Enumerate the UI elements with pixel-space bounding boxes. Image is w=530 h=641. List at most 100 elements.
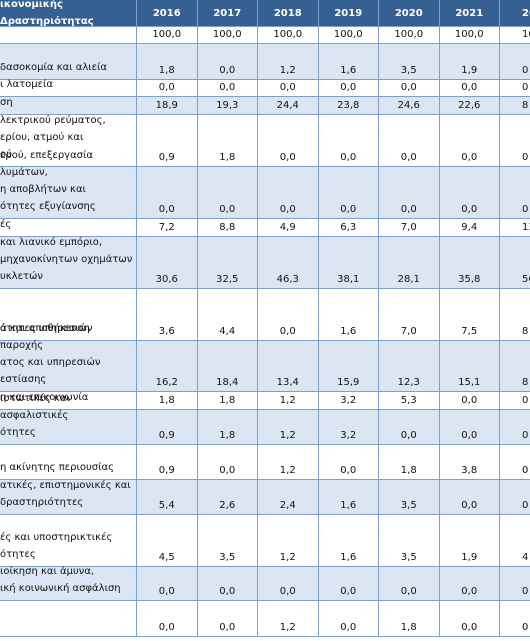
value-cell: 24,6 (379, 97, 440, 114)
value-cell: 10 (522, 29, 530, 40)
value-cell: 0,0 (319, 601, 379, 636)
value-cell: 0,0 (440, 601, 500, 636)
value-cell: 3,5 (198, 515, 258, 566)
value-cell: 7,2 (137, 219, 198, 236)
value-cell: 13,4 (258, 341, 319, 391)
table-row: ές7,28,84,96,37,09,4 13 (0, 219, 530, 237)
value-cell: 4 (522, 552, 529, 563)
header-cell: ικονομικής Δραστηριότητας (0, 0, 137, 27)
row-label: ι λατομεία (0, 79, 137, 96)
header-cell: 2020 (379, 0, 440, 26)
value-cell: 3,5 (379, 515, 440, 566)
row-label: ατικές, επιστημονικές και δραστηριότητες (0, 480, 137, 514)
value-cell: 0,0 (319, 167, 379, 218)
value-cell: 0,0 (198, 601, 258, 636)
value-cell: 3,2 (319, 410, 379, 444)
value-cell: 32,5 (198, 237, 258, 288)
value-cell: 3,5 (379, 44, 440, 79)
value-cell: 0,0 (440, 410, 500, 444)
value-cell: 0,0 (319, 445, 379, 479)
value-cell: 0,0 (258, 567, 319, 600)
row-label: και λιανικό εμπόριο, μηχανοκίνητων οχημά… (0, 237, 137, 288)
value-cell: 7,0 (379, 219, 440, 236)
table-row: ερού, επεξεργασία λυμάτων, η αποβλήτων κ… (0, 150, 530, 219)
value-cell: 7,0 (379, 289, 440, 340)
value-cell: 30,6 (137, 237, 198, 288)
value-cell: 3,5 (379, 480, 440, 514)
value-cell: 0,0 (379, 410, 440, 444)
value-cell: 1,6 (319, 480, 379, 514)
row-label: ιστωτικές και ασφαλιστικές ότητες (0, 393, 137, 444)
row-label: ση (0, 97, 137, 114)
value-cell: 5,3 (379, 392, 440, 409)
value-cell: 7,5 (440, 289, 500, 340)
value-cell: 1,6 (319, 515, 379, 566)
table-row: δασοκομία και αλιεία 1,8 0,0 1,2 1,6 3,5 1,9 0 (0, 44, 530, 80)
value-cell: 0,0 (258, 80, 319, 96)
value-cell: 22,6 (440, 97, 500, 114)
value-cell: 9,4 (440, 219, 500, 236)
value-cell: 0,0 (137, 167, 198, 218)
value-cell: 0,0 (258, 167, 319, 218)
row-label: ότητες υπηρεσιών παροχής ατος και υπηρεσ… (0, 323, 137, 391)
header-row: ικονομικής Δραστηριότητας 2016 2017 2018 201… (0, 0, 530, 27)
value-cell: 0,9 (137, 115, 198, 166)
value-cell: 8,8 (198, 219, 258, 236)
table-row: λεκτρικού ρεύματος, ερίου, ατμού και ού 0… (0, 115, 530, 167)
value-cell: 0,0 (198, 80, 258, 96)
value-cell: 6,3 (319, 219, 379, 236)
value-cell: 28,1 (379, 237, 440, 288)
value-cell: 0 (522, 622, 529, 633)
row-label (0, 27, 137, 43)
value-cell: 0,0 (440, 392, 500, 409)
row-label: ιοίκηση και άμυνα, ική κοινωνική ασφάλισ… (0, 566, 137, 600)
value-cell: 23,8 (319, 97, 379, 114)
value-cell: 100,0 (440, 27, 500, 43)
value-cell: 1,2 (258, 410, 319, 444)
value-cell: 0,9 (137, 410, 198, 444)
value-cell: 0 (522, 500, 529, 511)
value-cell: 1,8 (198, 410, 258, 444)
table-row: ιστωτικές και ασφαλιστικές ότητες 0,9 1,8 1… (0, 393, 530, 445)
table-row: ι λατομεία 0,0 0,0 0,0 0,0 0,0 0,0 0 (0, 79, 530, 97)
header-cell: 20 (522, 7, 530, 19)
value-cell: 1,8 (379, 445, 440, 479)
value-cell: 0,0 (258, 289, 319, 340)
value-cell: 1,6 (319, 289, 379, 340)
value-cell: 1,9 (440, 44, 500, 79)
row-label: ερού, επεξεργασία λυμάτων, η αποβλήτων κ… (0, 150, 137, 218)
value-cell: 0 (522, 395, 529, 406)
value-cell: 0,0 (198, 445, 258, 479)
value-cell: 0,0 (319, 115, 379, 166)
value-cell: 0,0 (198, 567, 258, 600)
value-cell: 100,0 (198, 27, 258, 43)
value-cell: 4,4 (198, 289, 258, 340)
table-row: η ακίνητης περιουσίας 0,9 0,0 1,2 0,0 1,8 3,8 0 (0, 445, 530, 480)
header-cell: 2017 (198, 0, 258, 26)
value-cell: 0 (522, 152, 529, 163)
value-cell: 0,0 (379, 167, 440, 218)
table-row: ιοίκηση και άμυνα, ική κοινωνική ασφάλισ… (0, 566, 530, 601)
table-row: 0,0 0,0 1,2 0,0 1,8 0,0 0 (0, 601, 530, 637)
row-label: ές και υποστηρικτικές ότητες (0, 515, 137, 566)
value-cell: 1,6 (319, 44, 379, 79)
value-cell: 100,0 (319, 27, 379, 43)
value-cell: 0,0 (198, 167, 258, 218)
value-cell: 0,9 (137, 445, 198, 479)
value-cell: 1,8 (379, 601, 440, 636)
table-row: η και επικοινωνία 1,8 1,8 1,2 3,2 5,3 0,0 0 (0, 392, 530, 410)
value-cell: 1,2 (258, 601, 319, 636)
row-label: η ακίνητης περιουσίας (0, 445, 137, 479)
header-cell: 2021 (440, 0, 500, 26)
table-row: και λιανικό εμπόριο, μηχανοκίνητων οχημά… (0, 237, 530, 289)
value-cell: 3,8 (440, 445, 500, 479)
value-cell: 100,0 (137, 27, 198, 43)
value-cell: 3,2 (319, 392, 379, 409)
value-cell: 1,2 (258, 392, 319, 409)
value-cell: 100,0 (258, 27, 319, 43)
value-cell: 0 (522, 204, 529, 215)
value-cell: 12,3 (379, 341, 440, 391)
value-cell: 38,1 (319, 237, 379, 288)
table-row: ές και υποστηρικτικές ότητες 4,5 3,5 1,2 1,6… (0, 515, 530, 567)
